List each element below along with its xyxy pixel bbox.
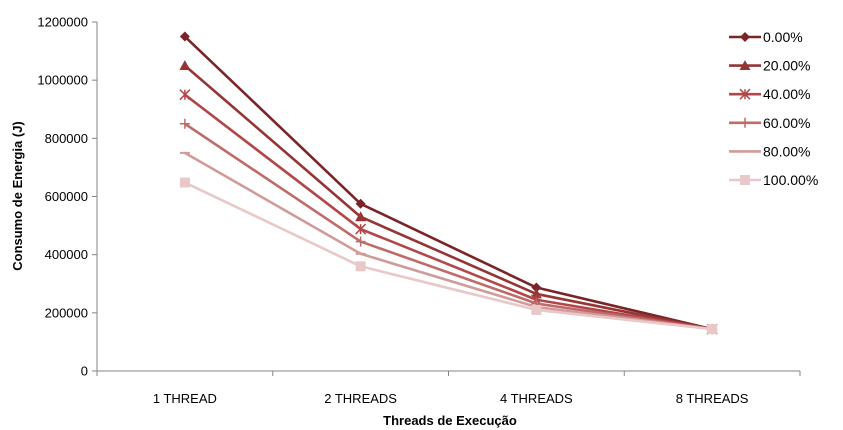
legend-label: 0.00%	[763, 29, 803, 45]
x-tick-label: 4 THREADS	[500, 391, 573, 406]
series-line	[183, 35, 713, 331]
series-40.00%	[179, 89, 718, 335]
y-tick-label: 1200000	[37, 15, 88, 30]
y-axis-title: Consumo de Energia (J)	[10, 121, 25, 271]
legend-item: 100.00%	[729, 172, 818, 188]
legend-marker	[740, 32, 750, 42]
legend-item: 20.00%	[729, 58, 810, 74]
legend-item: 0.00%	[729, 29, 803, 45]
legend-label: 20.00%	[763, 58, 810, 74]
legend-label: 60.00%	[763, 115, 810, 131]
series-line	[184, 64, 713, 331]
series-line	[184, 122, 713, 331]
data-point	[179, 118, 190, 129]
data-point	[179, 177, 190, 188]
chart-series	[179, 31, 718, 335]
legend-item: 60.00%	[729, 115, 810, 131]
data-point	[530, 288, 542, 299]
series-line	[184, 181, 713, 331]
data-point	[179, 89, 191, 101]
data-point	[707, 324, 718, 335]
data-point	[531, 304, 542, 315]
y-tick-label: 600000	[45, 189, 88, 204]
data-point	[355, 198, 366, 209]
chart-legend: 0.00% 20.00% 40.00% 60.00% 80.00% 100.00%	[729, 29, 818, 188]
x-tick-label: 8 THREADS	[676, 391, 749, 406]
legend-marker	[740, 117, 750, 128]
legend-marker	[739, 88, 751, 100]
y-tick-label: 800000	[45, 131, 88, 146]
data-point	[355, 261, 366, 272]
x-tick-label: 1 THREAD	[153, 391, 217, 406]
data-point	[179, 31, 190, 42]
series-80.00%	[179, 151, 718, 331]
legend-label: 80.00%	[763, 143, 810, 159]
series-100.00%	[179, 177, 718, 335]
series-line	[184, 93, 713, 331]
legend-item: 80.00%	[729, 143, 810, 159]
x-tick-label: 2 THREADS	[324, 391, 397, 406]
legend-item: 40.00%	[729, 86, 810, 102]
y-tick-label: 400000	[45, 247, 88, 262]
data-point	[531, 282, 542, 293]
x-axis-title: Threads de Execução	[383, 413, 517, 428]
data-point	[179, 60, 191, 71]
data-point	[355, 211, 367, 222]
legend-marker	[740, 175, 750, 185]
series-line	[184, 151, 713, 331]
data-point	[355, 236, 366, 247]
y-tick-label: 0	[81, 364, 88, 379]
chart-axes: 0 200000 400000 600000 800000 1000000 1200000 1…	[37, 15, 801, 406]
legend-label: 40.00%	[763, 86, 810, 102]
y-tick-label: 1000000	[37, 73, 88, 88]
legend-marker	[739, 60, 751, 70]
legend-label: 100.00%	[763, 172, 818, 188]
y-tick-label: 200000	[45, 305, 88, 320]
data-point	[355, 223, 367, 235]
